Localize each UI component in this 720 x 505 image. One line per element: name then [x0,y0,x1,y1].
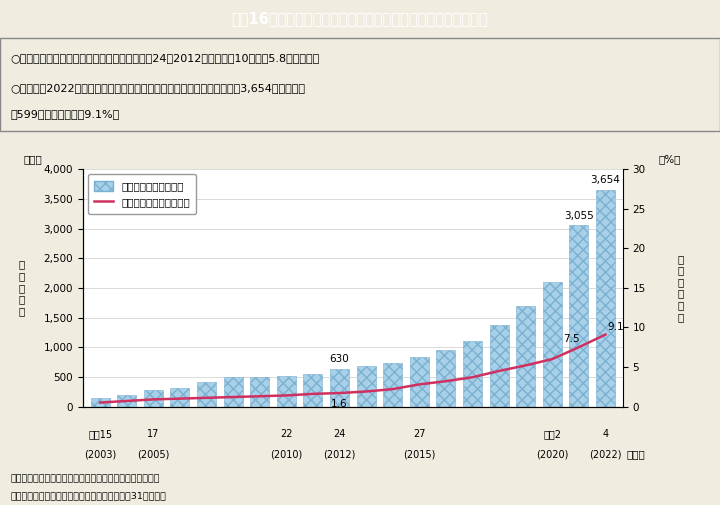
Text: 3,055: 3,055 [564,211,594,221]
Bar [117,395,136,407]
Text: 27: 27 [413,429,426,439]
Bar [436,350,456,407]
Bar [410,357,429,407]
Bar [303,374,323,407]
Bar [330,369,349,407]
Text: 女
性
役
員
数: 女 性 役 員 数 [19,260,24,316]
Text: (2010): (2010) [270,449,302,460]
Text: 3,654: 3,654 [590,175,621,185]
Text: (2003): (2003) [84,449,116,460]
Bar [543,282,562,407]
Text: ○上場企業の役員に占める女性の人数は、平成24（2012）年以降の10年間で5.8倍に増加。: ○上場企業の役員に占める女性の人数は、平成24（2012）年以降の10年間で5.… [11,54,320,64]
Bar [516,306,535,407]
Text: １－16図　上場企業の役員に占める女性の人数及び割合の推移: １－16図 上場企業の役員に占める女性の人数及び割合の推移 [232,12,488,26]
Text: 女
性
役
員
比
率: 女 性 役 員 比 率 [678,254,683,322]
Bar [596,190,615,407]
Text: 9.1: 9.1 [608,322,624,332]
Bar [171,387,189,407]
Text: 24: 24 [333,429,346,439]
Text: ２．調査時点は原則として各年７月31日現在。: ２．調査時点は原則として各年７月31日現在。 [11,491,166,500]
Text: (2020): (2020) [536,449,569,460]
Text: 630: 630 [330,355,349,365]
Bar [276,376,296,407]
Text: （人）: （人） [23,154,42,164]
Bar [197,382,216,407]
Text: 599人増）、割合は9.1%。: 599人増）、割合は9.1%。 [11,110,120,120]
Bar [463,341,482,407]
Bar [144,390,163,407]
Text: 22: 22 [280,429,292,439]
Text: (2022): (2022) [589,449,622,460]
Bar [223,377,243,407]
Bar [356,366,376,407]
Text: 平成15: 平成15 [88,429,112,439]
Bar [383,363,402,407]
Bar [490,325,509,407]
Bar [91,397,109,407]
Text: （%）: （%） [658,154,681,164]
Text: 令和2: 令和2 [544,429,562,439]
Text: 7.5: 7.5 [562,334,580,344]
Text: 17: 17 [147,429,160,439]
Text: (2012): (2012) [323,449,356,460]
Text: ○令和４（2022）年７月現在で、上場企業の役員に占める女性の人数は3,654人（昨年比: ○令和４（2022）年７月現在で、上場企業の役員に占める女性の人数は3,654人… [11,83,306,93]
Legend: 女性役員数（左目盛）, 女性役員比率（右目盛）: 女性役員数（左目盛）, 女性役員比率（右目盛） [88,174,197,214]
Text: (2015): (2015) [403,449,436,460]
Text: （備考）　１．東洋経済新報社「役員四季報」より作成。: （備考） １．東洋経済新報社「役員四季報」より作成。 [11,475,161,484]
Text: (2005): (2005) [137,449,169,460]
Text: （年）: （年） [626,449,645,460]
Bar [250,377,269,407]
Text: 4: 4 [603,429,608,439]
Text: 1.6: 1.6 [331,398,348,409]
Bar [570,225,588,407]
